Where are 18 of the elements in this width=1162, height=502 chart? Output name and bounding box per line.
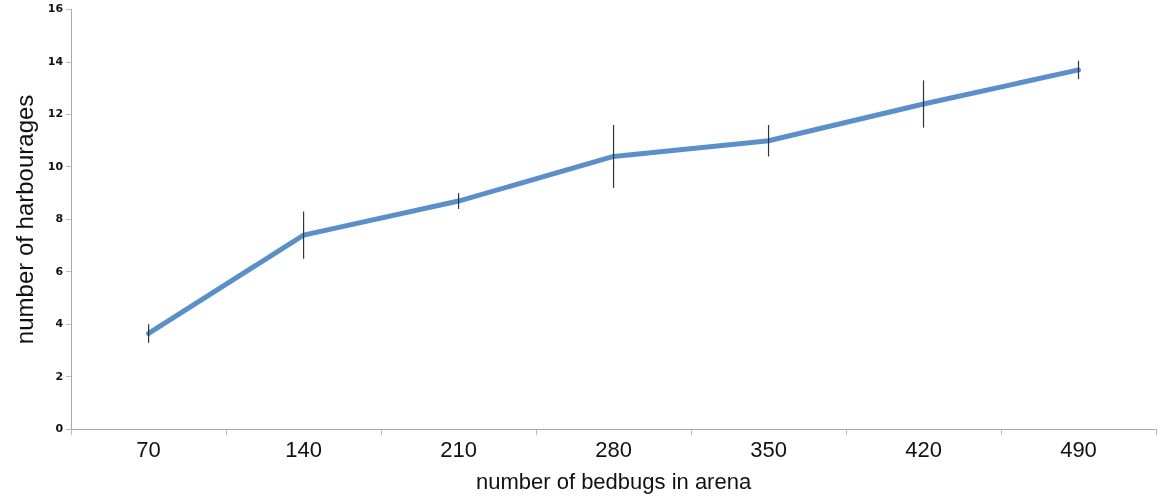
x-tick-label: 280 — [595, 437, 632, 463]
x-tick-label: 70 — [136, 437, 161, 463]
y-tick-label: 10 — [47, 159, 64, 173]
y-tick-label: 16 — [47, 2, 64, 16]
y-tick-label: 14 — [47, 54, 64, 68]
x-axis-title: number of bedbugs in arena — [475, 468, 752, 494]
x-tick-label: 210 — [440, 437, 477, 463]
x-tick-label: 140 — [285, 437, 322, 463]
y-tick-label: 12 — [47, 107, 64, 121]
y-tick-label: 8 — [55, 212, 64, 226]
x-tick-label: 350 — [750, 437, 787, 463]
y-tick-label: 0 — [55, 422, 64, 436]
y-tick-label: 6 — [55, 264, 64, 278]
x-tick-label: 490 — [1060, 437, 1097, 463]
y-axis-title: number of harbourages — [11, 94, 39, 345]
y-tick-label: 4 — [55, 317, 64, 331]
y-tick-label: 2 — [55, 369, 64, 383]
x-tick-label: 420 — [905, 437, 942, 463]
